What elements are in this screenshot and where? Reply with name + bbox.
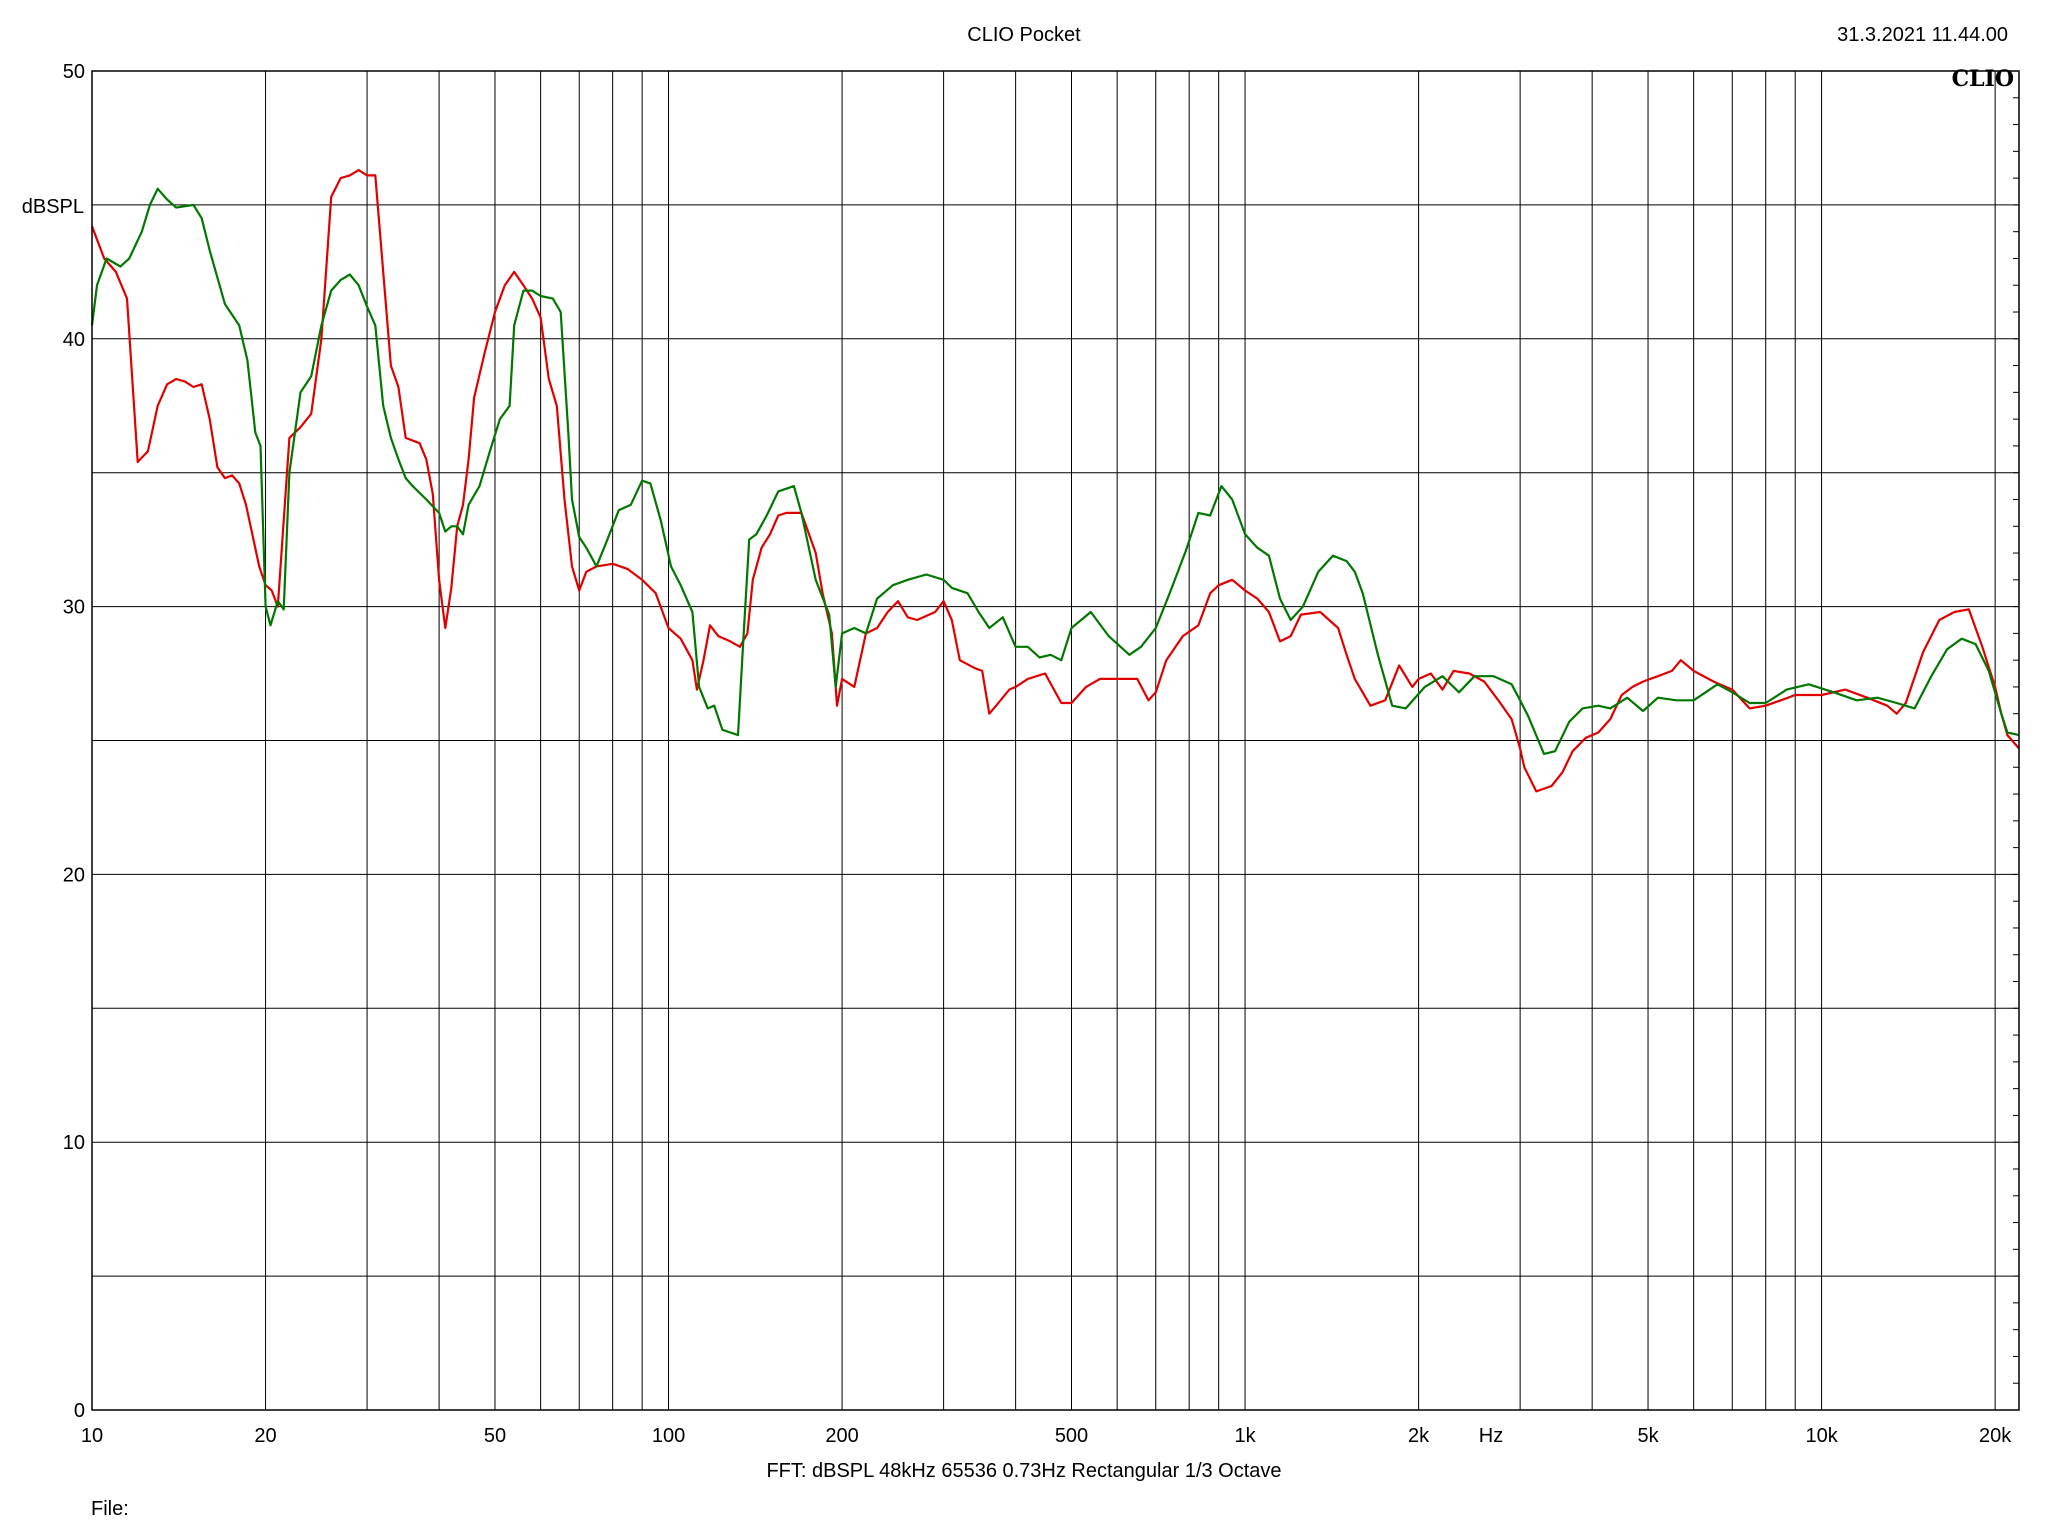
chart-title: CLIO Pocket: [967, 24, 1081, 46]
y-tick-label: 20: [63, 864, 85, 886]
x-tick-label: 1k: [1234, 1425, 1256, 1447]
y-tick-label: 40: [63, 329, 85, 351]
x-tick-label: 200: [825, 1425, 858, 1447]
series-layer: [90, 169, 2020, 793]
grid: [92, 71, 2019, 1410]
series-line-1: [90, 169, 2020, 793]
measurement-settings: FFT: dBSPL 48kHz 65536 0.73Hz Rectangula…: [766, 1460, 1282, 1482]
plot-frame: [91, 70, 2020, 1411]
x-tick-label: 10k: [1805, 1425, 1838, 1447]
y-tick-label: 0: [74, 1400, 85, 1422]
x-axis-label: Hz: [1479, 1425, 1503, 1447]
x-tick-label: 10: [81, 1425, 103, 1447]
y-tick-label: 50: [63, 61, 85, 83]
x-tick-label: 100: [652, 1425, 685, 1447]
x-tick-label: 20k: [1979, 1425, 2012, 1447]
timestamp: 31.3.2021 11.44.00: [1837, 24, 2008, 46]
x-tick-label: 50: [484, 1425, 506, 1447]
file-label: File:: [91, 1498, 129, 1520]
tick-labels: 10 20 50 100 200 500 1k 2k 5k 10k 20k 0 10 20 30 40 50 dB…: [22, 61, 2013, 1447]
x-tick-label: 5k: [1637, 1425, 1659, 1447]
y-tick-label: 10: [63, 1132, 85, 1154]
x-tick-label: 500: [1055, 1425, 1088, 1447]
y-tick-label: 30: [63, 597, 85, 619]
x-tick-label: 2k: [1408, 1425, 1430, 1447]
x-tick-label: 20: [254, 1425, 276, 1447]
y-axis-label: dBSPL: [22, 196, 84, 218]
clio-logo: CLIO: [1952, 66, 2014, 92]
series-line-2: [90, 187, 2020, 755]
